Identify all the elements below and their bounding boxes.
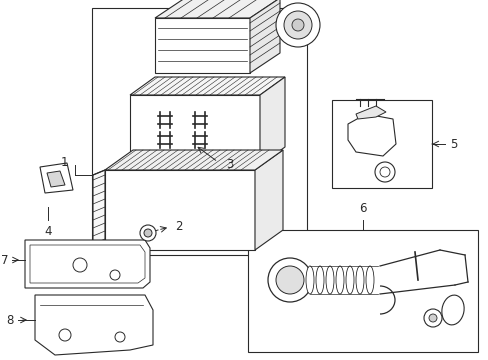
Polygon shape	[249, 0, 280, 73]
Circle shape	[275, 266, 304, 294]
Polygon shape	[254, 150, 283, 250]
Circle shape	[73, 258, 87, 272]
Text: 2: 2	[175, 220, 182, 233]
Ellipse shape	[365, 266, 373, 294]
Text: 7: 7	[0, 253, 8, 266]
Bar	[155, 18, 249, 73]
Circle shape	[140, 225, 156, 241]
Polygon shape	[105, 150, 283, 170]
Ellipse shape	[335, 266, 343, 294]
Circle shape	[110, 270, 120, 280]
Circle shape	[428, 314, 436, 322]
Polygon shape	[93, 170, 105, 255]
Polygon shape	[130, 95, 260, 165]
Text: 6: 6	[359, 202, 366, 215]
Circle shape	[267, 258, 311, 302]
Ellipse shape	[305, 266, 313, 294]
Circle shape	[143, 229, 152, 237]
Ellipse shape	[315, 266, 324, 294]
Polygon shape	[155, 0, 280, 18]
Ellipse shape	[346, 266, 353, 294]
Text: 1: 1	[61, 156, 68, 168]
Polygon shape	[40, 163, 73, 193]
Text: 4: 4	[44, 225, 52, 238]
Ellipse shape	[325, 266, 333, 294]
Text: 5: 5	[449, 138, 456, 150]
Circle shape	[423, 309, 441, 327]
Polygon shape	[105, 170, 254, 250]
Circle shape	[115, 332, 125, 342]
Polygon shape	[35, 295, 153, 355]
Polygon shape	[347, 114, 395, 156]
Circle shape	[59, 329, 71, 341]
Circle shape	[284, 11, 311, 39]
Ellipse shape	[355, 266, 363, 294]
Circle shape	[379, 167, 389, 177]
Polygon shape	[355, 106, 385, 119]
Polygon shape	[47, 171, 65, 187]
Bar	[331, 100, 431, 188]
Polygon shape	[130, 77, 285, 95]
Polygon shape	[25, 240, 150, 288]
Text: 3: 3	[225, 158, 233, 171]
Polygon shape	[260, 77, 285, 165]
Bar	[92, 8, 306, 255]
Text: 8: 8	[7, 314, 14, 327]
Circle shape	[291, 19, 304, 31]
Bar	[247, 230, 477, 352]
Polygon shape	[30, 245, 145, 283]
Circle shape	[275, 3, 319, 47]
Ellipse shape	[441, 295, 463, 325]
Circle shape	[374, 162, 394, 182]
